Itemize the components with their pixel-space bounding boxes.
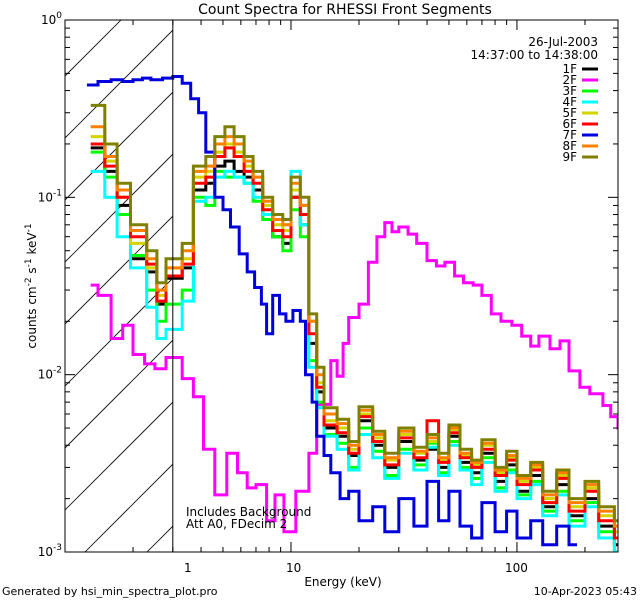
series-2F	[90, 221, 618, 534]
x-tick-label-100: 100	[505, 561, 528, 575]
chart-title: Count Spectra for RHESSI Front Segments	[198, 2, 492, 18]
legend-label-3F: 3F	[562, 84, 577, 98]
y-tick-label: 10-3	[38, 543, 62, 559]
date-label: 26-Jul-2003	[528, 35, 598, 49]
y-axis-ticks	[65, 19, 618, 553]
y-axis-label: counts cm-2 s-1 keV-1	[24, 223, 39, 348]
time-range-label: 14:37:00 to 14:38:00	[471, 48, 598, 62]
x-tick-label-10: 10	[286, 561, 301, 575]
annotation-attenuator: Att A0, FDecim 2	[186, 517, 287, 531]
footer-timestamp: 10-Apr-2023 05:43	[534, 585, 637, 598]
legend-label-2F: 2F	[562, 73, 577, 87]
hatch-line	[65, 29, 173, 139]
x-axis-ticks	[64, 20, 586, 552]
legend-label-5F: 5F	[562, 106, 577, 120]
series-9F	[90, 103, 618, 523]
annotation-background: Includes Background	[186, 505, 311, 519]
legend-label-8F: 8F	[562, 139, 577, 153]
legend-label-6F: 6F	[562, 117, 577, 131]
y-tick-label: 10-2	[38, 366, 62, 382]
footer-generated-by: Generated by hsi_min_spectra_plot.pro	[2, 585, 218, 598]
series-layer	[86, 75, 618, 552]
y-tick-labels: 10-3 10-2 10-1 100	[38, 11, 63, 559]
hatch-line	[65, 153, 173, 263]
x-tick-label-1: 1	[184, 561, 192, 575]
hatch-line	[65, 215, 173, 325]
legend-label-4F: 4F	[562, 95, 577, 109]
y-tick-label: 100	[41, 11, 62, 27]
series-7F	[86, 75, 577, 547]
hatch-line	[65, 20, 122, 77]
plot-frame	[64, 19, 619, 553]
x-axis-label: Energy (keV)	[304, 575, 381, 589]
hatch-line	[65, 401, 173, 511]
attenuator-hatch-region	[65, 20, 173, 552]
series-4F	[90, 169, 618, 552]
legend-label-7F: 7F	[562, 128, 577, 142]
y-tick-label: 10-1	[38, 188, 62, 204]
legend-label-9F: 9F	[562, 150, 577, 164]
legend-label-1F: 1F	[562, 62, 577, 76]
